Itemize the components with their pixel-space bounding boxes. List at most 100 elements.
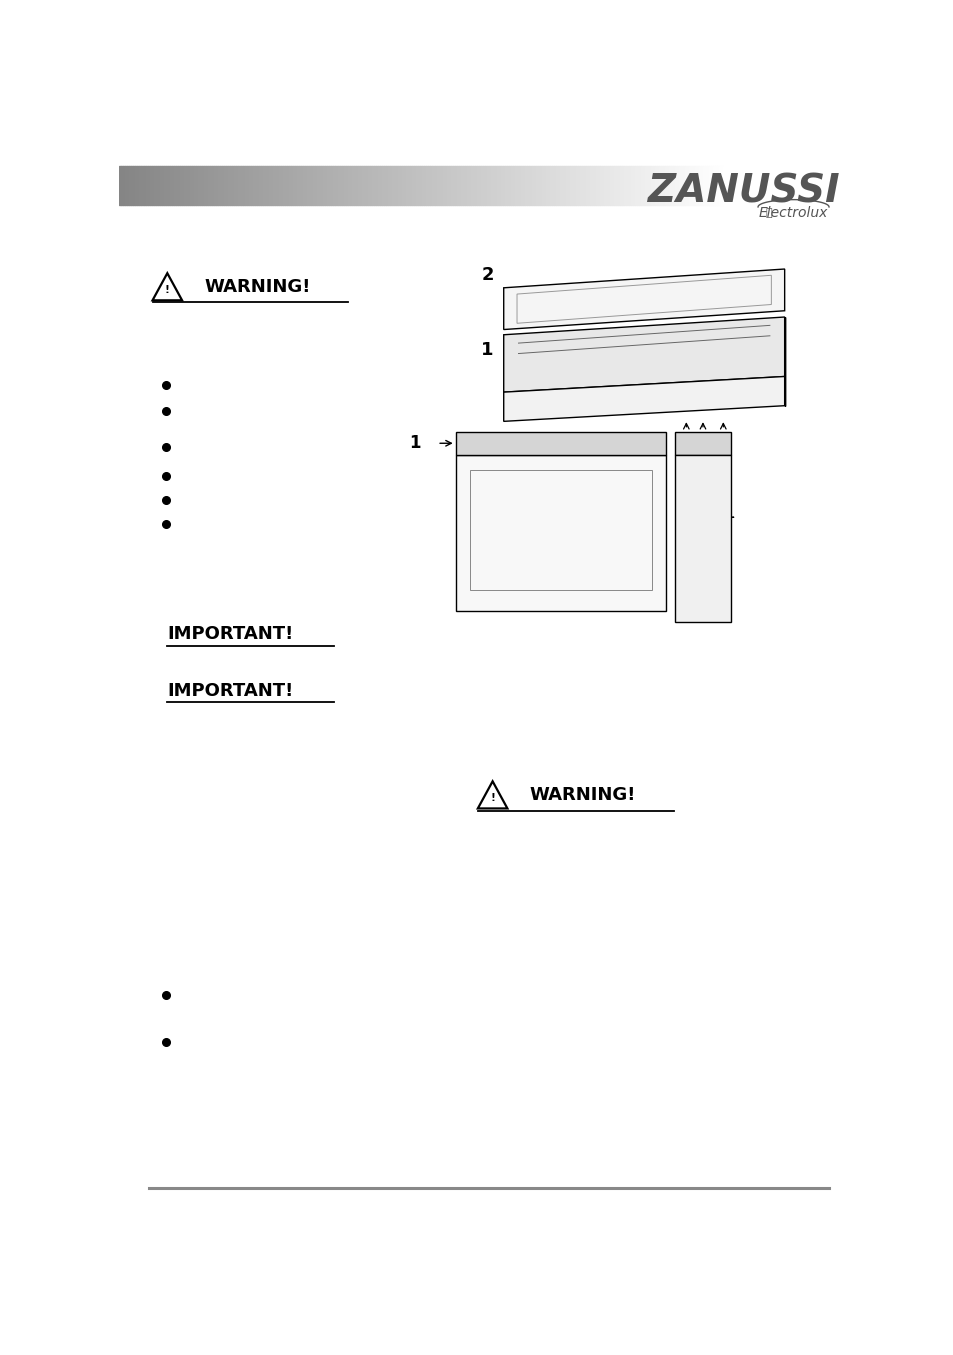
- Bar: [677, 167, 679, 205]
- Bar: [335, 167, 337, 205]
- Bar: [195, 167, 198, 205]
- Bar: [574, 167, 576, 205]
- Bar: [715, 167, 717, 205]
- Bar: [556, 167, 558, 205]
- Bar: [464, 167, 466, 205]
- Bar: [276, 167, 278, 205]
- Text: 1: 1: [480, 341, 494, 359]
- Bar: [193, 167, 195, 205]
- Text: 2: 2: [622, 392, 634, 409]
- Bar: [355, 167, 357, 205]
- Bar: [610, 167, 612, 205]
- Bar: [226, 167, 228, 205]
- Bar: [495, 167, 497, 205]
- Bar: [280, 167, 283, 205]
- Bar: [233, 167, 234, 205]
- Bar: [581, 167, 583, 205]
- Bar: [374, 167, 375, 205]
- Bar: [392, 167, 394, 205]
- Bar: [265, 167, 267, 205]
- Bar: [583, 167, 585, 205]
- Bar: [525, 167, 527, 205]
- Bar: [717, 167, 719, 205]
- Bar: [531, 167, 533, 205]
- Bar: [254, 167, 256, 205]
- Bar: [444, 167, 446, 205]
- Bar: [471, 167, 473, 205]
- Bar: [652, 167, 654, 205]
- Bar: [660, 167, 662, 205]
- Bar: [599, 167, 601, 205]
- Bar: [511, 167, 513, 205]
- Bar: [535, 167, 537, 205]
- Bar: [157, 167, 159, 205]
- Bar: [363, 167, 365, 205]
- Bar: [222, 167, 224, 205]
- Bar: [438, 167, 440, 205]
- Bar: [164, 167, 166, 205]
- Bar: [518, 167, 521, 205]
- Bar: [436, 167, 438, 205]
- Bar: [148, 167, 150, 205]
- Bar: [458, 167, 460, 205]
- Bar: [202, 167, 204, 205]
- Bar: [212, 167, 214, 205]
- Bar: [365, 167, 368, 205]
- Bar: [390, 167, 392, 205]
- Bar: [596, 167, 598, 205]
- Bar: [339, 167, 341, 205]
- Bar: [285, 167, 287, 205]
- Bar: [159, 167, 161, 205]
- Polygon shape: [503, 377, 783, 421]
- Bar: [711, 167, 713, 205]
- Bar: [478, 167, 480, 205]
- Polygon shape: [503, 270, 783, 329]
- Bar: [319, 167, 321, 205]
- Bar: [699, 167, 700, 205]
- Bar: [249, 167, 251, 205]
- Bar: [592, 167, 594, 205]
- Bar: [545, 167, 547, 205]
- Bar: [700, 167, 702, 205]
- Bar: [121, 167, 123, 205]
- Bar: [468, 167, 471, 205]
- Bar: [327, 167, 329, 205]
- Bar: [388, 167, 390, 205]
- Bar: [628, 167, 630, 205]
- Bar: [258, 167, 260, 205]
- Bar: [668, 167, 670, 205]
- Bar: [204, 167, 206, 205]
- Bar: [141, 167, 143, 205]
- Bar: [702, 167, 704, 205]
- Bar: [216, 167, 218, 205]
- Bar: [218, 167, 220, 205]
- Bar: [372, 167, 374, 205]
- Bar: [119, 167, 121, 205]
- Bar: [166, 167, 168, 205]
- Bar: [309, 167, 311, 205]
- Bar: [184, 167, 186, 205]
- Bar: [713, 167, 715, 205]
- Bar: [177, 167, 180, 205]
- Bar: [305, 167, 307, 205]
- Polygon shape: [456, 455, 665, 611]
- Bar: [624, 167, 626, 205]
- Bar: [349, 167, 352, 205]
- Bar: [132, 167, 133, 205]
- Bar: [722, 167, 724, 205]
- Bar: [487, 167, 489, 205]
- Bar: [529, 167, 531, 205]
- Bar: [695, 167, 697, 205]
- Bar: [303, 167, 305, 205]
- Bar: [414, 167, 416, 205]
- Bar: [395, 167, 397, 205]
- Text: IMPORTANT!: IMPORTANT!: [167, 682, 294, 699]
- Bar: [133, 167, 135, 205]
- Bar: [579, 167, 581, 205]
- Polygon shape: [503, 317, 783, 392]
- Bar: [273, 167, 274, 205]
- Bar: [650, 167, 652, 205]
- Bar: [682, 167, 684, 205]
- Bar: [274, 167, 276, 205]
- Bar: [688, 167, 690, 205]
